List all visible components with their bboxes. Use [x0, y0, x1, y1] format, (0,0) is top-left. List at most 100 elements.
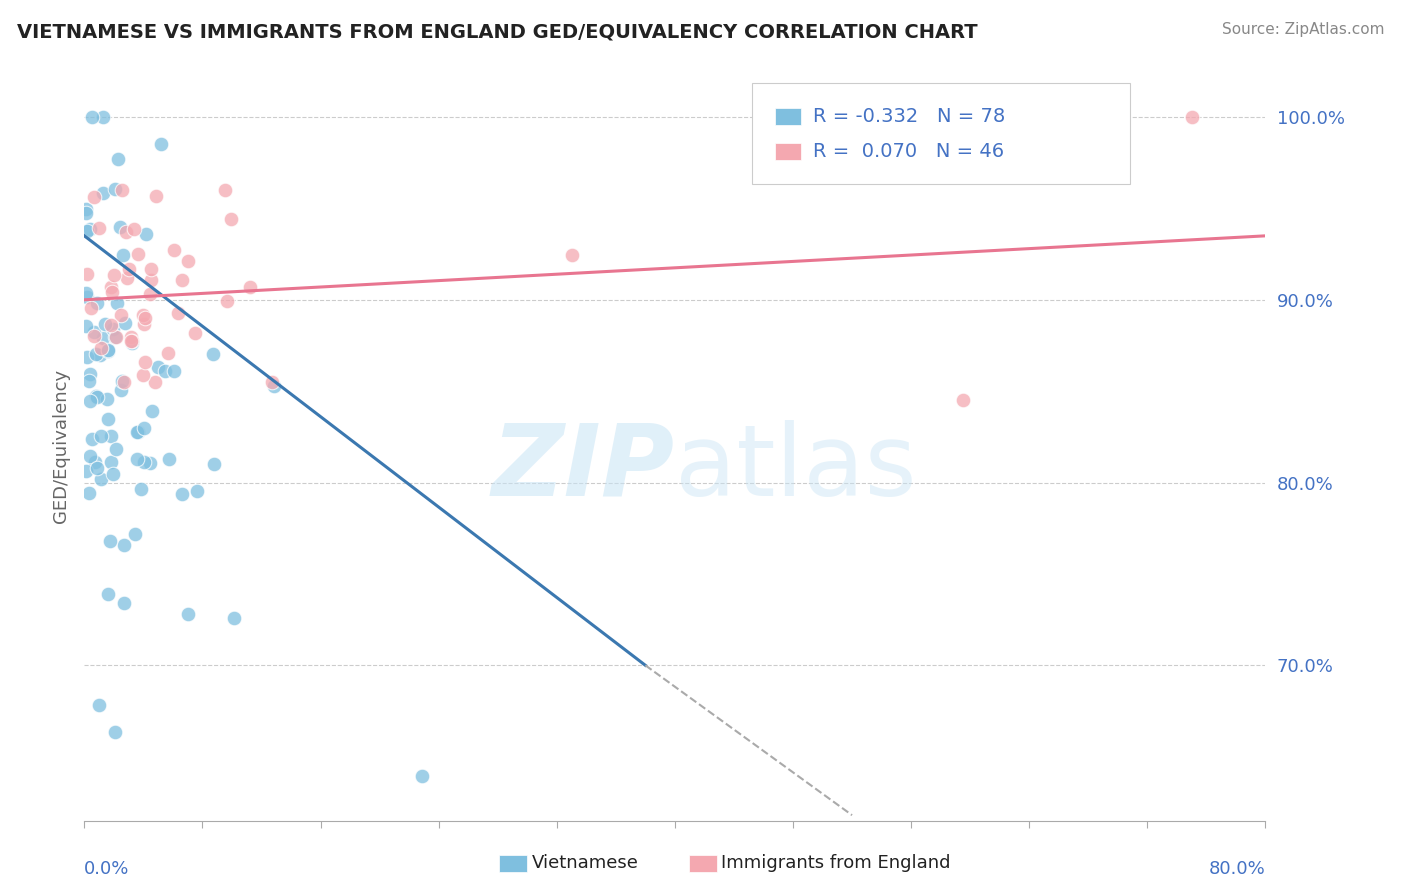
- Point: [121, 334, 143, 349]
- Point: [97, 343, 120, 357]
- Text: ZIP: ZIP: [492, 420, 675, 517]
- Point: [117, 271, 139, 285]
- Point: [125, 452, 148, 467]
- Point: [104, 724, 127, 739]
- Point: [139, 286, 162, 301]
- Point: [80, 110, 103, 124]
- Point: [149, 137, 172, 152]
- Point: [202, 457, 225, 471]
- Point: [115, 225, 138, 239]
- Point: [120, 330, 142, 344]
- Point: [145, 189, 167, 203]
- Y-axis label: GED/Equivalency: GED/Equivalency: [52, 369, 70, 523]
- Text: atlas: atlas: [675, 420, 917, 517]
- Point: [167, 306, 190, 320]
- Point: [132, 455, 155, 469]
- Point: [157, 452, 180, 467]
- Point: [86, 390, 108, 404]
- Point: [120, 334, 142, 349]
- Point: [170, 273, 193, 287]
- Point: [1181, 110, 1204, 124]
- Point: [221, 212, 243, 227]
- Point: [112, 596, 135, 610]
- FancyBboxPatch shape: [752, 83, 1129, 184]
- Point: [260, 375, 283, 389]
- Point: [127, 425, 149, 440]
- Point: [94, 317, 117, 331]
- Point: [163, 363, 186, 377]
- Point: [91, 110, 114, 124]
- Text: Vietnamese: Vietnamese: [531, 855, 638, 872]
- Point: [91, 331, 114, 345]
- Point: [101, 467, 124, 481]
- Text: R = -0.332   N = 78: R = -0.332 N = 78: [813, 107, 1005, 126]
- Point: [75, 202, 97, 217]
- Point: [83, 190, 105, 204]
- Point: [86, 296, 108, 310]
- Point: [90, 472, 112, 486]
- Point: [86, 461, 108, 475]
- Point: [157, 346, 180, 360]
- Point: [84, 389, 107, 403]
- FancyBboxPatch shape: [775, 144, 801, 160]
- Point: [75, 286, 97, 301]
- Text: 80.0%: 80.0%: [1209, 860, 1265, 878]
- Text: R =  0.070   N = 46: R = 0.070 N = 46: [813, 142, 1004, 161]
- Point: [77, 486, 100, 500]
- Point: [112, 538, 135, 552]
- Point: [121, 335, 143, 350]
- Point: [105, 296, 128, 310]
- Point: [132, 318, 155, 332]
- Point: [75, 205, 97, 219]
- Text: Source: ZipAtlas.com: Source: ZipAtlas.com: [1222, 22, 1385, 37]
- Point: [122, 222, 145, 236]
- Point: [100, 318, 122, 332]
- Point: [139, 273, 162, 287]
- Text: VIETNAMESE VS IMMIGRANTS FROM ENGLAND GED/EQUIVALENCY CORRELATION CHART: VIETNAMESE VS IMMIGRANTS FROM ENGLAND GE…: [17, 22, 977, 41]
- Point: [263, 379, 285, 393]
- Point: [90, 429, 112, 443]
- Point: [105, 330, 128, 344]
- Point: [103, 268, 125, 282]
- Point: [138, 456, 160, 470]
- Point: [107, 153, 129, 167]
- Point: [83, 455, 105, 469]
- Point: [79, 222, 101, 236]
- Point: [112, 375, 135, 389]
- Point: [224, 611, 246, 625]
- Point: [124, 526, 146, 541]
- Point: [217, 294, 239, 309]
- Point: [98, 534, 121, 549]
- Point: [79, 393, 101, 408]
- Point: [239, 280, 262, 294]
- Point: [96, 587, 118, 601]
- Point: [89, 698, 111, 712]
- Point: [111, 374, 134, 388]
- Point: [97, 343, 120, 358]
- Point: [214, 183, 236, 197]
- Point: [155, 364, 177, 378]
- Point: [108, 219, 131, 234]
- Point: [76, 289, 98, 303]
- Point: [127, 247, 149, 261]
- Point: [104, 182, 127, 196]
- Point: [139, 261, 162, 276]
- Point: [176, 254, 198, 268]
- Point: [77, 375, 100, 389]
- Point: [104, 330, 127, 344]
- Point: [163, 243, 186, 257]
- Point: [105, 442, 128, 456]
- Point: [110, 383, 132, 397]
- Point: [82, 433, 104, 447]
- Text: 0.0%: 0.0%: [84, 860, 129, 878]
- Point: [135, 227, 157, 242]
- Point: [75, 319, 97, 334]
- Point: [100, 455, 122, 469]
- Point: [114, 316, 136, 330]
- Point: [141, 404, 163, 418]
- FancyBboxPatch shape: [775, 108, 801, 125]
- Point: [118, 262, 141, 277]
- Point: [132, 421, 155, 435]
- Point: [101, 285, 124, 299]
- Point: [97, 412, 120, 426]
